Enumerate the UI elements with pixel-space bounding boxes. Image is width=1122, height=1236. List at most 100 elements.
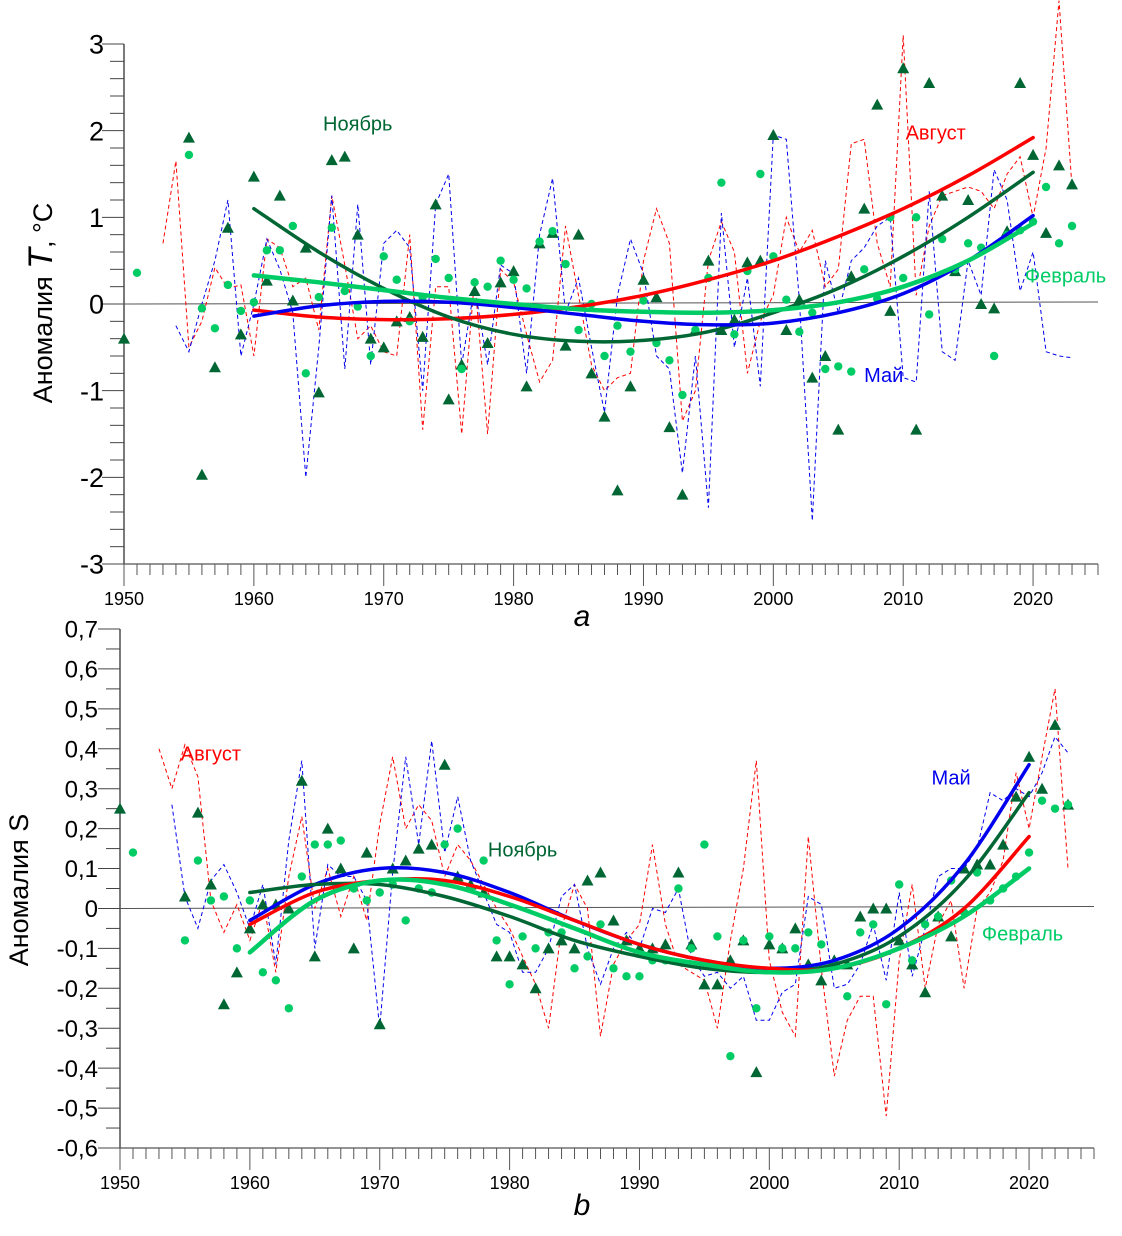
data-point-february [219,892,229,901]
y-axis-title: Аномалия S [4,814,34,967]
data-point-november [338,150,351,162]
data-point-february [972,868,982,877]
series-february [128,796,1073,1061]
data-point-november [780,324,793,335]
data-point-february [622,972,631,981]
data-point-november [702,254,715,266]
data-point-november [698,978,711,990]
data-point-february [518,932,527,941]
annotation-may: Май [932,768,971,790]
data-point-february [184,150,194,160]
series-august [162,0,1073,435]
data-point-november [360,846,373,858]
data-point-february [1050,804,1060,813]
x-tick-label: 2020 [1009,1173,1049,1193]
data-point-november [260,274,273,286]
data-point-february [531,944,540,953]
data-point-november [728,313,741,325]
data-point-november [919,986,932,998]
y-tick-label: -0,6 [57,1136,98,1163]
data-point-february [505,980,514,989]
data-point-november [273,189,286,201]
data-point-november [923,77,936,88]
y-tick-label: 0,5 [65,696,98,723]
data-point-february [583,952,592,961]
data-point-november [507,265,520,277]
data-point-february [353,302,362,311]
x-tick-label: 1990 [623,589,663,609]
data-point-february [522,284,531,293]
data-point-november [884,304,897,316]
annotation-august: Август [906,122,966,144]
data-point-november [208,361,221,373]
data-point-november [490,950,503,962]
data-point-november [962,194,975,205]
data-point-february [856,928,865,937]
data-point-february [726,1051,735,1061]
data-point-february [989,351,999,361]
y-axis-title-symbol: T [22,246,60,269]
series-november [114,718,1075,1078]
data-point-november [312,386,325,398]
data-point-february [817,940,826,949]
annotation-february: Февраль [982,923,1063,945]
data-point-november [286,294,299,306]
y-tick-label: 0,2 [65,816,98,843]
data-point-february [223,280,233,290]
data-point-february [1041,182,1051,192]
annotation-february: Февраль [1025,265,1106,287]
trend-curve-august [252,135,1035,322]
data-point-november [299,241,312,253]
data-point-february [574,325,583,335]
x-tick-label: 1960 [230,1173,270,1193]
data-point-november [481,337,494,348]
data-point-november [893,934,906,946]
data-point-november [663,421,676,433]
data-point-february [791,944,800,953]
x-tick-label: 2010 [879,1173,919,1193]
data-point-november [118,332,130,344]
data-point-february [479,856,488,865]
data-point-february [752,1004,761,1013]
data-point-november [247,170,260,182]
series-line-august [162,0,1073,435]
data-point-november [243,922,256,934]
data-point-november [351,228,364,240]
data-point-november [711,978,724,990]
x-tick-label: 1950 [100,1173,140,1193]
series-november [118,62,1079,500]
data-point-november [217,998,230,1010]
data-point-february [843,992,852,1001]
data-point-november [221,221,234,233]
data-point-november [741,256,754,268]
data-point-november [1036,782,1049,794]
data-point-november [114,802,126,814]
data-point-february [635,972,644,981]
data-point-november [559,339,572,351]
y-tick-label: -0,2 [57,976,98,1003]
data-point-february [782,295,791,304]
data-point-february [808,308,817,317]
data-point-november [503,950,516,962]
y-tick-label: 1 [89,203,104,233]
data-point-february [297,872,307,881]
data-point-november [1023,750,1036,762]
trend-curve-may [248,762,1031,971]
data-point-november [568,942,581,954]
data-point-february [492,936,501,945]
data-point-february [687,944,696,953]
data-point-february [795,327,804,336]
data-point-february [336,836,345,845]
x-tick-label: 2020 [1013,589,1053,609]
data-point-november [637,273,650,285]
y-tick-label: -0,3 [57,1016,98,1043]
data-point-february [1063,800,1073,809]
x-tick-label: 1970 [360,1173,400,1193]
data-point-november [1066,178,1079,190]
y-axis-title-unit: S [4,814,34,832]
data-point-november [676,488,689,500]
data-point-february [132,268,142,277]
data-point-february [431,254,440,264]
data-point-november [195,468,208,480]
